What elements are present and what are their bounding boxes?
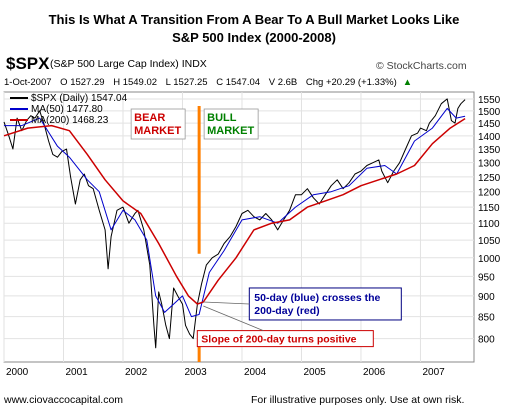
y-tick-label: 1150 (478, 203, 500, 214)
ma50-series-line (4, 107, 466, 318)
quote-row: 1-Oct-2007 O 1527.29 H 1549.02 L 1527.25… (4, 77, 504, 88)
x-tick-label: 2002 (125, 367, 148, 378)
ticker-description: (S&P 500 Large Cap Index) INDX (50, 58, 207, 70)
y-tick-label: 1300 (478, 159, 501, 170)
y-tick-label: 1550 (478, 95, 501, 106)
x-axis-ticks: 2000 2001 2002 2003 2004 2005 2006 2007 (6, 367, 445, 378)
x-tick-label: 2004 (244, 367, 267, 378)
bear-label-box (130, 108, 186, 140)
x-tick-label: 2007 (422, 367, 445, 378)
quote-volume: V 2.6B (268, 77, 298, 88)
chart-title-line1: This Is What A Transition From A Bear To… (48, 12, 460, 27)
crossover-callout-text: 200-day (red) (254, 305, 319, 317)
y-tick-label: 1450 (478, 119, 501, 130)
legend-label: MA(50) 1477.80 (31, 104, 103, 115)
y-tick-label: 1400 (478, 132, 501, 143)
quote-date: 1-Oct-2007 (4, 77, 52, 88)
y-tick-label: 1350 (478, 145, 501, 156)
bear-label: BEAR (134, 112, 165, 124)
footer-website: www.ciovaccocapital.com (4, 394, 124, 406)
quote-close: C 1547.04 (216, 77, 261, 88)
slope-callout-box (196, 330, 374, 348)
bull-label: MARKET (207, 125, 254, 137)
slope-leader (203, 305, 264, 331)
slope-callout-text: Slope of 200-day turns positive (201, 334, 356, 346)
y-tick-label: 1000 (478, 254, 501, 265)
bull-label: BULL (207, 112, 237, 124)
y-tick-label: 950 (478, 272, 495, 283)
x-tick-label: 2000 (6, 367, 29, 378)
watermark: © StockCharts.com (376, 60, 467, 72)
price-series-line (3, 98, 466, 349)
chart-title-line2: S&P 500 Index (2000-2008) (172, 30, 336, 45)
crossover-leader (203, 301, 250, 305)
footer-disclaimer: For illustrative purposes only. Use at o… (251, 394, 465, 406)
crossover-callout-box (248, 287, 402, 321)
ma200-series-line (3, 117, 466, 305)
bull-label-box (203, 108, 259, 140)
crossover-callout-text: 50-day (blue) crosses the (254, 292, 380, 304)
up-arrow-icon: ▲ (402, 77, 413, 88)
y-axis-ticks: 800 850 900 950 1000 1050 1100 1150 1200 1250 1300… (478, 95, 501, 346)
x-tick-label: 2001 (65, 367, 88, 378)
y-tick-label: 1100 (478, 219, 500, 230)
quote-change: Chg +20.29 (+1.33%) (305, 77, 397, 88)
quote-open: O 1527.29 (60, 77, 105, 88)
y-tick-label: 850 (478, 313, 495, 324)
ticker-symbol: $SPX (6, 54, 50, 73)
x-tick-label: 2005 (303, 367, 326, 378)
y-tick-label: 1500 (478, 107, 501, 118)
quote-high: H 1549.02 (113, 77, 158, 88)
y-tick-label: 1050 (478, 236, 501, 247)
y-tick-label: 800 (478, 335, 495, 346)
y-tick-label: 1200 (478, 188, 501, 199)
x-tick-label: 2006 (363, 367, 386, 378)
legend-label: MA(200) 1468.23 (31, 115, 109, 126)
y-tick-label: 1250 (478, 173, 501, 184)
legend-label: $SPX (Daily) 1547.04 (31, 93, 128, 104)
chart-series (3, 98, 466, 349)
bear-label: MARKET (134, 125, 181, 137)
quote-low: L 1527.25 (165, 77, 208, 88)
y-tick-label: 900 (478, 292, 495, 303)
x-tick-label: 2003 (184, 367, 207, 378)
